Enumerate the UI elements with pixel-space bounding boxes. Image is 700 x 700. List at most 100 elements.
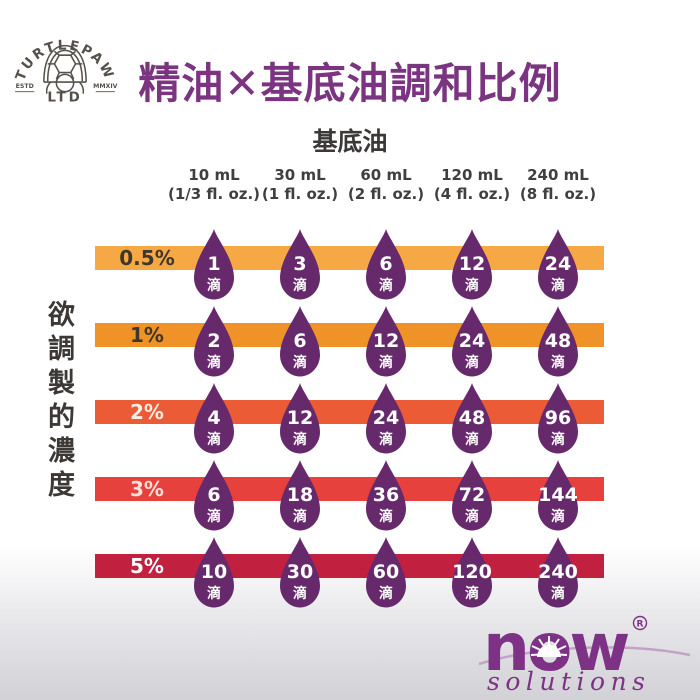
drop-unit: 滴 — [379, 431, 393, 448]
drop-unit: 滴 — [207, 354, 221, 371]
drop-cell: 24 滴 — [538, 229, 578, 300]
drop-count: 1 — [207, 253, 220, 275]
drop-cell: 36 滴 — [366, 460, 406, 531]
drop-icon — [452, 229, 492, 300]
drop-count: 12 — [459, 253, 485, 275]
drop-count: 36 — [373, 484, 399, 506]
now-wordmark: now — [483, 610, 628, 686]
drop-unit: 滴 — [551, 585, 565, 602]
volume-oz: (4 fl. oz.) — [433, 185, 511, 203]
concentration-bar: 5% — [95, 554, 604, 578]
drop-icon — [280, 383, 320, 454]
drop-cell: 12 滴 — [452, 229, 492, 300]
drop-icon — [194, 383, 234, 454]
concentration-label: 5% — [130, 554, 164, 578]
concentration-label: 1% — [130, 323, 164, 347]
drop-icon — [538, 537, 578, 608]
drop-cell: 144 滴 — [538, 460, 578, 531]
drop-count: 6 — [293, 330, 306, 352]
drop-icon — [366, 383, 406, 454]
drop-count: 48 — [545, 330, 571, 352]
drop-cell: 30 滴 — [280, 537, 320, 608]
drop-cell: 4滴 — [194, 383, 234, 454]
turtle-icon — [43, 44, 87, 94]
drop-icon — [280, 229, 320, 300]
drop-count: 30 — [287, 561, 313, 583]
drop-icon — [280, 537, 320, 608]
concentration-bar: 2% — [95, 400, 604, 424]
drop-count: 144 — [538, 484, 578, 506]
drop-icon — [280, 460, 320, 531]
drop-icon — [280, 306, 320, 377]
drop-unit: 滴 — [551, 277, 565, 294]
drop-unit: 滴 — [551, 508, 565, 525]
sunburst-icon — [530, 636, 568, 657]
drop-cell: 60 滴 — [366, 537, 406, 608]
drop-cell: 12 滴 — [280, 383, 320, 454]
concentration-label: 3% — [130, 477, 164, 501]
drop-cell: 120 滴 — [452, 537, 492, 608]
solutions-wordmark: solutions — [487, 667, 651, 695]
drop-cell: 240 滴 — [538, 537, 578, 608]
drop-icon — [194, 229, 234, 300]
drop-cell: 48 滴 — [452, 383, 492, 454]
drop-icon — [452, 537, 492, 608]
volume-ml: 30 mL — [274, 166, 326, 184]
drop-count: 48 — [459, 407, 485, 429]
volume-ml: 120 mL — [441, 166, 503, 184]
drop-cell: 96 滴 — [538, 383, 578, 454]
drop-unit: 滴 — [551, 354, 565, 371]
drop-unit: 滴 — [379, 585, 393, 602]
concentration-label: 2% — [130, 400, 164, 424]
brand-suffix: LTD — [47, 90, 82, 105]
drop-count: 24 — [459, 330, 485, 352]
drop-unit: 滴 — [465, 508, 479, 525]
volume-ml: 60 mL — [360, 166, 412, 184]
page-title: 精油✕基底油調和比例 — [138, 59, 562, 108]
drop-count: 24 — [545, 253, 571, 275]
drop-unit: 滴 — [207, 508, 221, 525]
drop-icon — [538, 306, 578, 377]
drop-count: 4 — [207, 407, 220, 429]
drop-cell: 18 滴 — [280, 460, 320, 531]
drop-count: 24 — [373, 407, 399, 429]
volume-oz: (1 fl. oz.) — [261, 185, 339, 203]
concentration-bar: 1% — [95, 323, 604, 347]
drop-cell: 3滴 — [280, 229, 320, 300]
volume-header: 240 mL (8 fl. oz.) — [492, 166, 624, 204]
svg-text:R: R — [637, 620, 644, 630]
drop-cell: 12 滴 — [366, 306, 406, 377]
concentration-axis-label: 欲調製的濃度 — [43, 300, 74, 504]
drop-unit: 滴 — [293, 508, 307, 525]
volume-header: 30 mL (1 fl. oz.) — [234, 166, 366, 204]
drop-unit: 滴 — [293, 585, 307, 602]
drop-icon — [538, 460, 578, 531]
drop-cell: 6滴 — [366, 229, 406, 300]
drop-unit: 滴 — [207, 277, 221, 294]
drop-count: 18 — [287, 484, 313, 506]
volume-header: 10 mL (1/3 fl. oz.) — [148, 166, 280, 204]
volume-header: 120 mL (4 fl. oz.) — [406, 166, 538, 204]
volume-ml: 240 mL — [527, 166, 589, 184]
turtlepaw-logo: TURTLEPAW LTD ESTD MMXIV — [13, 38, 117, 105]
drop-icon — [366, 306, 406, 377]
drop-unit: 滴 — [551, 431, 565, 448]
now-solutions-logo: now R solutions — [478, 610, 691, 695]
drop-icon — [538, 383, 578, 454]
drop-count: 2 — [207, 330, 220, 352]
brand-estd: ESTD — [16, 83, 34, 90]
drop-cell: 10 滴 — [194, 537, 234, 608]
drop-count: 12 — [373, 330, 399, 352]
drop-cell: 24 滴 — [366, 383, 406, 454]
drop-cell: 48 滴 — [538, 306, 578, 377]
drop-unit: 滴 — [465, 431, 479, 448]
drop-cell: 24 滴 — [452, 306, 492, 377]
volume-oz: (1/3 fl. oz.) — [167, 185, 261, 203]
drop-count: 60 — [373, 561, 399, 583]
drop-count: 10 — [201, 561, 227, 583]
drop-unit: 滴 — [379, 277, 393, 294]
drop-count: 120 — [452, 561, 492, 583]
drop-count: 72 — [459, 484, 485, 506]
drop-icon — [194, 537, 234, 608]
